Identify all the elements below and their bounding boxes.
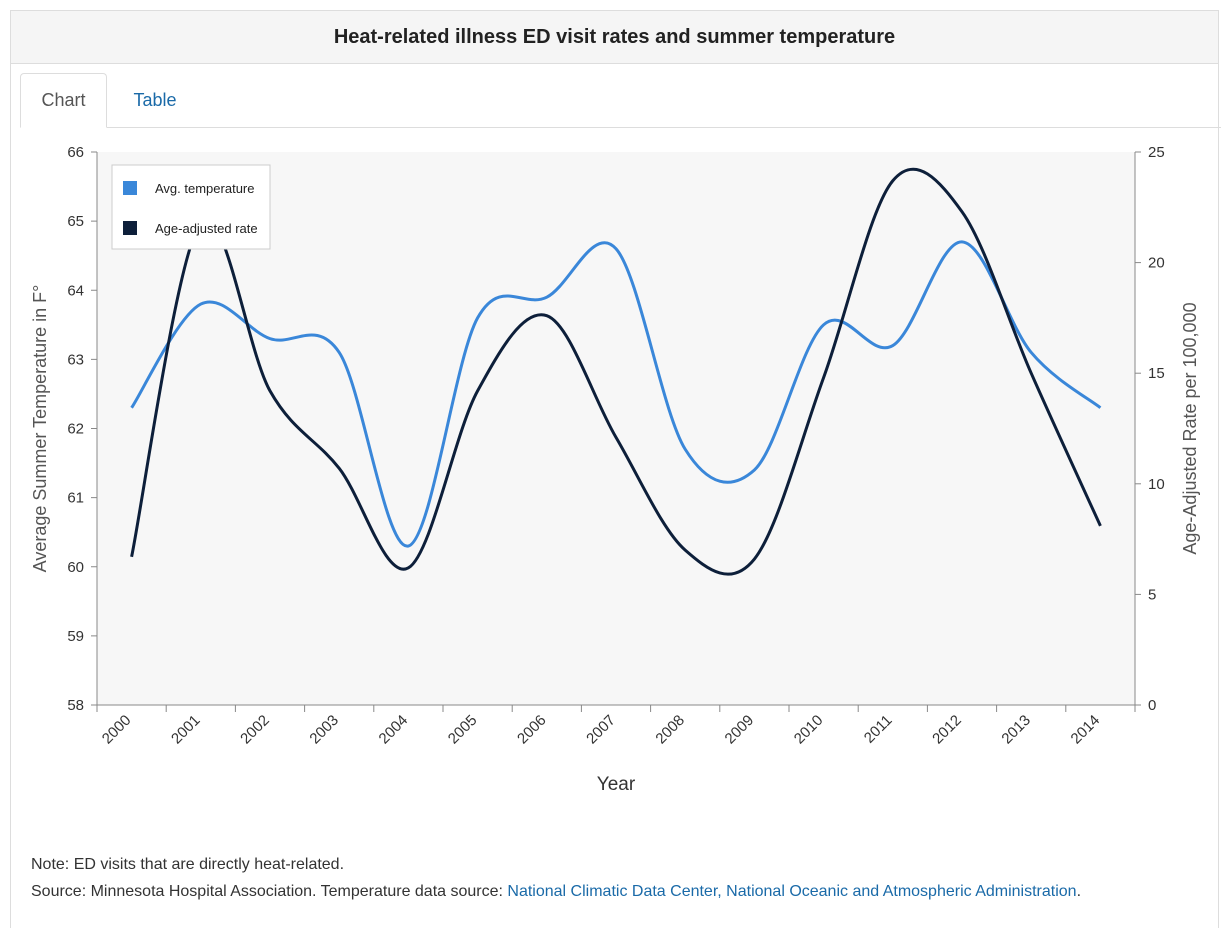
source-link[interactable]: National Climatic Data Center, National …	[507, 883, 1077, 900]
y-left-tick-label: 58	[67, 697, 84, 714]
x-tick-label: 2004	[376, 712, 412, 748]
x-tick-label: 2005	[445, 712, 481, 748]
x-tick-label: 2001	[168, 712, 204, 748]
x-tick-label: 2009	[722, 712, 758, 748]
y-right-tick-label: 10	[1148, 476, 1165, 493]
source-prefix: Source: Minnesota Hospital Association. …	[31, 883, 508, 900]
tab-table[interactable]: Table	[133, 89, 177, 110]
y-right-tick-label: 20	[1148, 255, 1165, 272]
note-text: Note: ED visits that are directly heat-r…	[31, 856, 345, 873]
source-line: Source: Minnesota Hospital Association. …	[31, 878, 1081, 905]
series-line-avg-temperature	[130, 240, 1102, 548]
source-suffix: .	[1076, 883, 1082, 900]
y-right-tick-label: 5	[1148, 586, 1156, 603]
x-tick-label: 2012	[929, 712, 965, 748]
tab-bar: Chart Table	[20, 73, 1221, 128]
x-tick-label: 2013	[998, 712, 1034, 748]
legend-label: Avg. temperature	[155, 181, 254, 196]
legend-swatch	[123, 221, 137, 235]
x-tick-label: 2014	[1068, 712, 1104, 748]
tab-chart[interactable]: Chart	[20, 73, 107, 128]
x-tick-label: 2003	[306, 712, 342, 748]
y-right-tick-label: 15	[1148, 365, 1165, 382]
y-left-tick-label: 60	[67, 559, 84, 576]
legend-box	[111, 164, 271, 250]
chart-notes: Note: ED visits that are directly heat-r…	[31, 851, 1081, 905]
x-tick-label: 2007	[583, 712, 619, 748]
legend-label: Age-adjusted rate	[155, 221, 258, 236]
y-left-tick-label: 64	[67, 282, 84, 299]
y-left-axis-title: Average Summer Temperature in F°	[30, 285, 50, 573]
y-left-tick-label: 65	[67, 213, 84, 230]
x-tick-label: 2000	[99, 712, 135, 748]
x-tick-label: 2008	[652, 712, 688, 748]
y-left-tick-label: 62	[67, 421, 84, 438]
y-right-tick-label: 25	[1148, 144, 1165, 161]
series-line-age-adjusted-rate	[130, 167, 1102, 576]
x-axis-title: Year	[597, 774, 636, 795]
y-right-tick-label: 0	[1148, 697, 1156, 714]
x-tick-label: 2002	[237, 712, 273, 748]
y-left-tick-label: 61	[67, 490, 84, 507]
y-right-axis-title: Age-Adjusted Rate per 100,000	[1180, 302, 1200, 554]
panel-header: Heat-related illness ED visit rates and …	[11, 11, 1218, 64]
y-left-tick-label: 63	[67, 351, 84, 368]
legend-swatch	[123, 181, 137, 195]
x-tick-label: 2011	[861, 712, 896, 747]
x-tick-label: 2006	[514, 712, 550, 748]
chart-svg: 58 59 60 61 62 63 64 65 66 0 5 10 15 20 25 2000 2001 2002…	[30, 144, 1200, 795]
x-tick-label: 2010	[791, 712, 827, 748]
panel-title: Heat-related illness ED visit rates and …	[333, 25, 896, 48]
y-left-tick-label: 59	[67, 628, 84, 645]
y-left-tick-label: 66	[67, 144, 84, 161]
